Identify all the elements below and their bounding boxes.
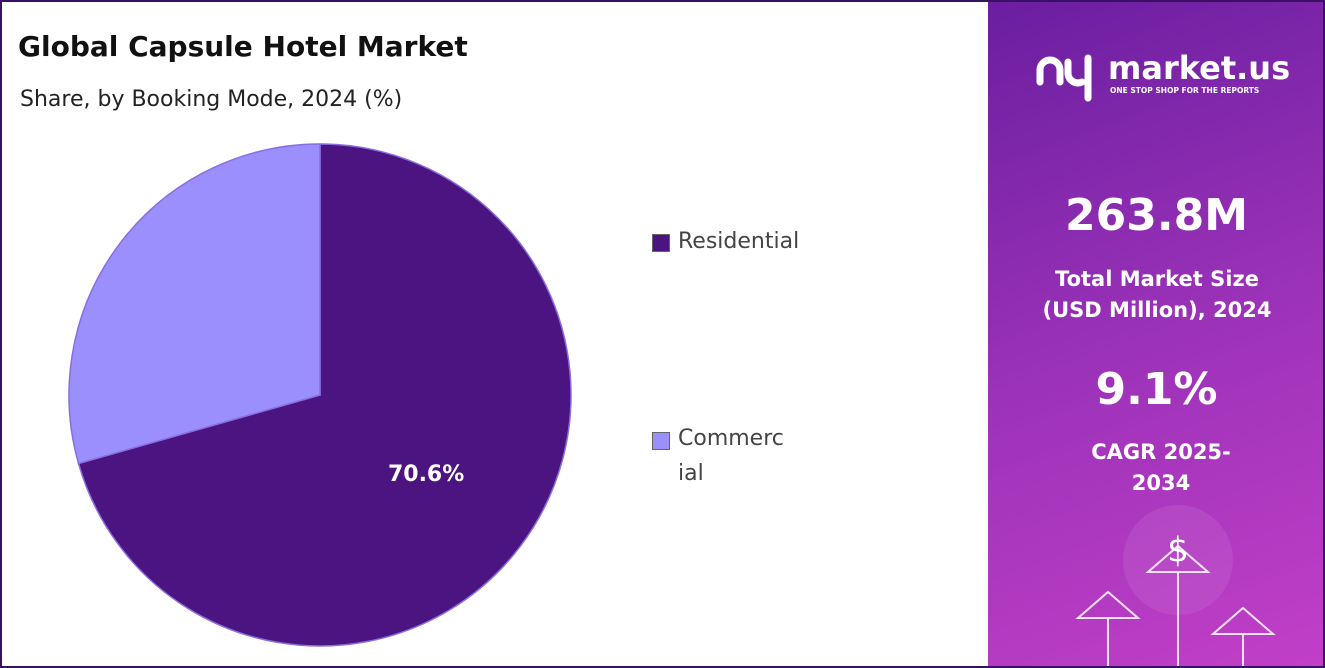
market-size: 263.8M [1065,190,1248,241]
cagr-label: CAGR 2025-2034 [1091,440,1231,495]
data-label: 70.6% [388,462,464,487]
pie-slice [77,143,572,647]
tagline: ONE STOP SHOP FOR THE REPORTS [1110,86,1259,95]
icon: $ [1167,531,1189,571]
chart: Global Capsule Hotel Market Share, by Bo… [18,30,572,647]
side-panel: market.us ONE STOP SHOP FOR THE REPORTS … [988,0,1325,668]
cagr: 9.1% [1095,364,1218,415]
chart-title: Global Capsule Hotel Market [18,30,468,63]
logo-mark [1036,54,1092,102]
pie-slice [68,143,321,465]
legend-item: Commercial [652,426,788,491]
legend-label: Commercial [678,426,784,486]
legend-swatch [652,234,670,252]
brand: market.us [1108,49,1290,87]
chart-subtitle: Share, by Booking Mode, 2024 (%) [20,87,402,112]
legend-label: Residential [678,229,800,254]
market-size-label: Total Market Size (USD Million), 2024 [1042,267,1272,322]
arrows [1075,544,1276,668]
legend-item: Residential [652,229,832,254]
decor [1123,505,1233,615]
legend-swatch [652,432,670,450]
panel-graphics: market.us ONE STOP SHOP FOR THE REPORTS … [1036,49,1290,668]
